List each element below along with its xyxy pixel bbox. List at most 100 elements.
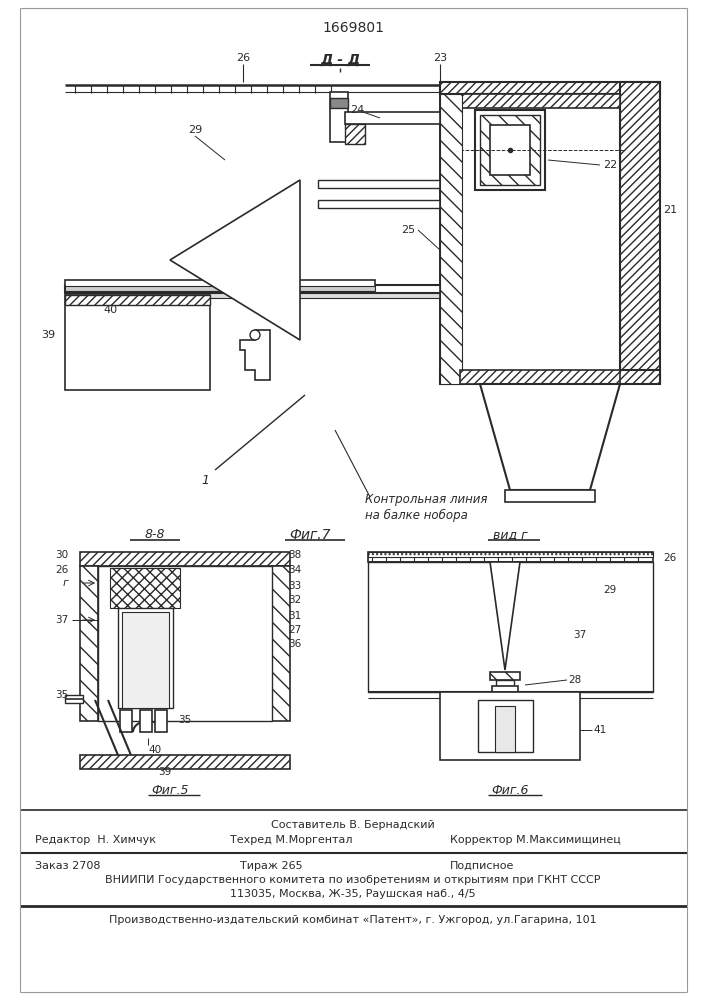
- Text: Фиг.7: Фиг.7: [289, 528, 331, 542]
- Text: Фиг.6: Фиг.6: [491, 784, 529, 796]
- Bar: [345, 112, 460, 124]
- Bar: [505, 490, 595, 502]
- Bar: [65, 695, 83, 703]
- Text: 29: 29: [188, 125, 202, 135]
- Bar: [65, 286, 375, 291]
- Bar: [65, 295, 210, 390]
- Text: Тираж 265: Тираж 265: [240, 861, 303, 871]
- Text: 35: 35: [54, 690, 68, 700]
- Bar: [272, 566, 290, 721]
- Text: Фиг.5: Фиг.5: [151, 784, 189, 796]
- Text: 26: 26: [236, 53, 250, 63]
- Bar: [80, 755, 290, 769]
- Bar: [80, 566, 98, 721]
- Text: 29: 29: [603, 585, 617, 595]
- Bar: [65, 295, 210, 305]
- Text: 37: 37: [573, 630, 587, 640]
- Text: 27: 27: [288, 625, 302, 635]
- Bar: [155, 710, 167, 732]
- Polygon shape: [240, 330, 270, 380]
- Bar: [65, 293, 455, 298]
- Text: Производственно-издательский комбинат «Патент», г. Ужгород, ул.Гагарина, 101: Производственно-издательский комбинат «П…: [109, 915, 597, 925]
- Polygon shape: [440, 692, 580, 760]
- Bar: [440, 82, 660, 94]
- Text: 26: 26: [663, 553, 677, 563]
- Polygon shape: [490, 562, 520, 670]
- Text: 36: 36: [288, 639, 302, 649]
- Bar: [368, 552, 653, 562]
- Bar: [496, 680, 514, 686]
- Bar: [118, 608, 173, 708]
- Circle shape: [250, 330, 260, 340]
- Bar: [318, 200, 443, 208]
- Text: 26: 26: [54, 565, 68, 575]
- Text: 21: 21: [663, 205, 677, 215]
- Text: вид г: вид г: [493, 528, 527, 542]
- Text: 32: 32: [288, 595, 302, 605]
- Bar: [98, 566, 272, 721]
- Bar: [480, 115, 540, 185]
- Bar: [490, 125, 530, 175]
- Bar: [65, 285, 455, 293]
- Text: Составитель В. Бернадский: Составитель В. Бернадский: [271, 820, 435, 830]
- Text: 38: 38: [288, 550, 302, 560]
- Bar: [122, 612, 169, 708]
- Bar: [345, 124, 365, 144]
- Text: 37: 37: [54, 615, 68, 625]
- Text: Д - Д: Д - Д: [320, 53, 360, 67]
- Text: Редактор  Н. Химчук: Редактор Н. Химчук: [35, 835, 156, 845]
- Bar: [318, 180, 443, 188]
- Text: г: г: [62, 578, 68, 588]
- Polygon shape: [170, 180, 300, 340]
- Text: Контрольная линия: Контрольная линия: [365, 493, 488, 506]
- Bar: [440, 370, 660, 384]
- Bar: [492, 686, 518, 692]
- Bar: [490, 672, 520, 680]
- Text: 1: 1: [201, 474, 209, 487]
- Text: ВНИИПИ Государственного комитета по изобретениям и открытиям при ГКНТ СССР: ВНИИПИ Государственного комитета по изоб…: [105, 875, 601, 885]
- Bar: [475, 110, 545, 190]
- Text: 28: 28: [568, 675, 582, 685]
- Text: 33: 33: [288, 581, 302, 591]
- Text: 1669801: 1669801: [322, 21, 384, 35]
- Polygon shape: [480, 384, 620, 490]
- Bar: [120, 710, 132, 732]
- Bar: [110, 568, 180, 608]
- Bar: [80, 552, 290, 566]
- Bar: [330, 98, 348, 108]
- Text: на балке нобора: на балке нобора: [365, 508, 468, 522]
- Text: 34: 34: [288, 565, 302, 575]
- Text: 40: 40: [103, 305, 117, 315]
- Text: 41: 41: [593, 725, 607, 735]
- Text: Подписное: Подписное: [450, 861, 515, 871]
- Text: 113035, Москва, Ж-35, Раушская наб., 4/5: 113035, Москва, Ж-35, Раушская наб., 4/5: [230, 889, 476, 899]
- Text: Корректор М.Максимищинец: Корректор М.Максимищинец: [450, 835, 621, 845]
- Bar: [440, 94, 460, 372]
- Text: Заказ 2708: Заказ 2708: [35, 861, 100, 871]
- Text: 22: 22: [603, 160, 617, 170]
- Bar: [460, 370, 620, 384]
- Bar: [460, 94, 620, 108]
- Text: 25: 25: [401, 225, 415, 235]
- Bar: [440, 94, 462, 384]
- Bar: [495, 706, 515, 752]
- Text: 40: 40: [148, 745, 162, 755]
- Text: 23: 23: [433, 53, 447, 63]
- Text: 39: 39: [41, 330, 55, 340]
- Text: Техред М.Моргентал: Техред М.Моргентал: [230, 835, 353, 845]
- Bar: [368, 552, 653, 557]
- Bar: [478, 700, 533, 752]
- Text: 39: 39: [158, 767, 172, 777]
- Bar: [65, 280, 375, 290]
- Bar: [330, 92, 348, 142]
- Text: 24: 24: [350, 105, 364, 115]
- Bar: [620, 82, 660, 382]
- Text: 8-8: 8-8: [145, 528, 165, 542]
- Bar: [140, 710, 152, 732]
- Text: 31: 31: [288, 611, 302, 621]
- Bar: [460, 94, 620, 372]
- Bar: [440, 94, 462, 384]
- Text: 30: 30: [55, 550, 68, 560]
- Text: 35: 35: [178, 715, 192, 725]
- Bar: [368, 562, 653, 692]
